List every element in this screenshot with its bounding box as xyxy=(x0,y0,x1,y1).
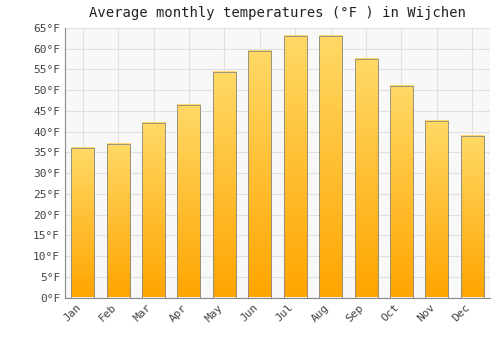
Bar xyxy=(390,86,413,298)
Bar xyxy=(354,59,378,298)
Bar xyxy=(178,105,201,297)
Bar xyxy=(284,36,306,298)
Bar xyxy=(142,123,165,298)
Bar xyxy=(426,121,448,298)
Bar xyxy=(71,148,94,298)
Bar xyxy=(461,136,484,298)
Bar xyxy=(213,71,236,298)
Bar xyxy=(248,51,272,298)
Bar xyxy=(319,36,342,298)
Bar xyxy=(106,144,130,298)
Title: Average monthly temperatures (°F ) in Wijchen: Average monthly temperatures (°F ) in Wi… xyxy=(89,6,466,20)
